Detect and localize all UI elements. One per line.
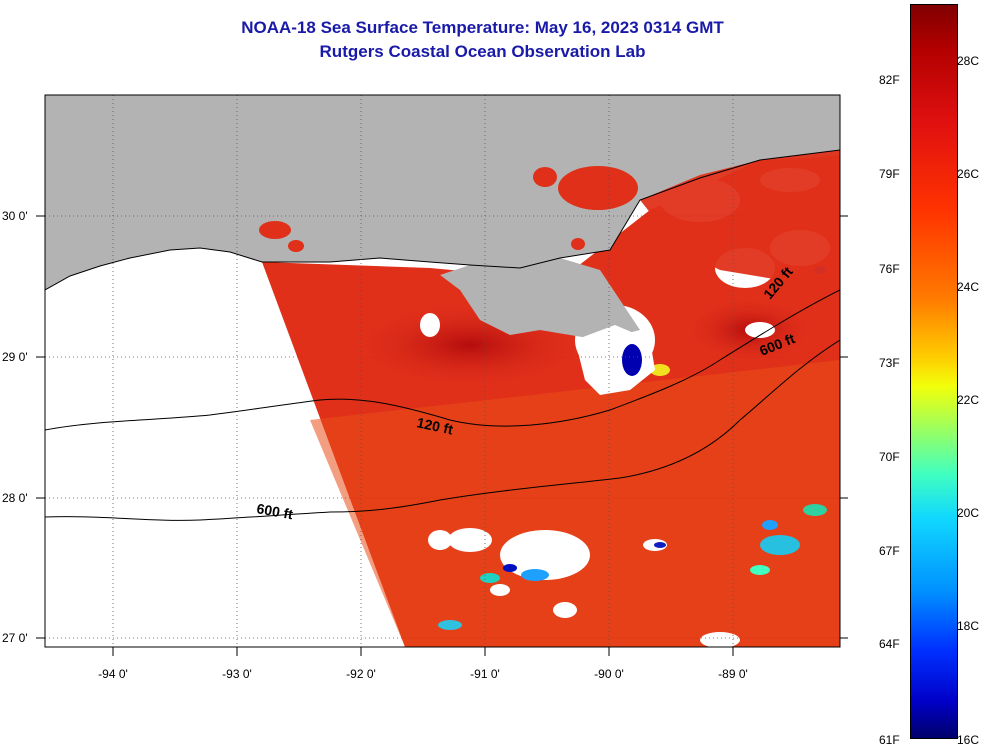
axis-ticks xyxy=(36,215,848,656)
colorbar-f-label: 82F xyxy=(879,73,900,87)
colorbar-f-label: 70F xyxy=(879,450,900,464)
temperature-colorbar xyxy=(910,4,958,739)
lon-label: -94 0' xyxy=(98,667,128,681)
colorbar-c-label: 22C xyxy=(957,393,980,407)
colorbar-c-label: 20C xyxy=(957,506,980,520)
coastline xyxy=(45,149,840,291)
contour-label-120ft: 120 ft xyxy=(415,414,454,437)
map-title: NOAA-18 Sea Surface Temperature: May 16,… xyxy=(241,18,724,37)
sst-orange-band xyxy=(310,360,840,647)
land-mass xyxy=(45,95,840,290)
colorbar-c-label: 16C xyxy=(957,733,980,747)
map-subtitle: Rutgers Coastal Ocean Observation Lab xyxy=(319,42,646,61)
colorbar-f-label: 79F xyxy=(879,167,900,181)
contour-600ft xyxy=(45,339,840,521)
map-frame xyxy=(44,94,841,648)
lon-label: -93 0' xyxy=(222,667,252,681)
colorbar-f-label: 67F xyxy=(879,544,900,558)
colorbar-c-label: 18C xyxy=(957,619,980,633)
graticule xyxy=(45,95,840,647)
lon-label: -92 0' xyxy=(346,667,376,681)
colorbar-f-label: 76F xyxy=(879,262,900,276)
lat-label: 28 0' xyxy=(2,491,28,505)
delta-cloud xyxy=(575,325,655,395)
contour-label-600ft: 600 ft xyxy=(255,500,294,522)
lat-label: 30 0' xyxy=(2,209,28,223)
contour-120ft xyxy=(45,289,840,431)
lat-label: 27 0' xyxy=(2,631,28,645)
lon-label: -91 0' xyxy=(470,667,500,681)
colorbar-f-label: 64F xyxy=(879,637,900,651)
lon-label: -89 0' xyxy=(718,667,748,681)
warm-inland-water xyxy=(259,150,840,290)
delta-cold-spot xyxy=(622,344,642,376)
land-delta xyxy=(440,258,640,340)
colorbar-c-label: 24C xyxy=(957,280,980,294)
lon-label: -90 0' xyxy=(594,667,624,681)
lat-label: 29 0' xyxy=(2,350,28,364)
colorbar-c-label: 28C xyxy=(957,54,980,68)
colorbar-f-label: 61F xyxy=(879,733,900,747)
colorbar-c-label: 26C xyxy=(957,167,980,181)
colorbar-f-label: 73F xyxy=(879,356,900,370)
